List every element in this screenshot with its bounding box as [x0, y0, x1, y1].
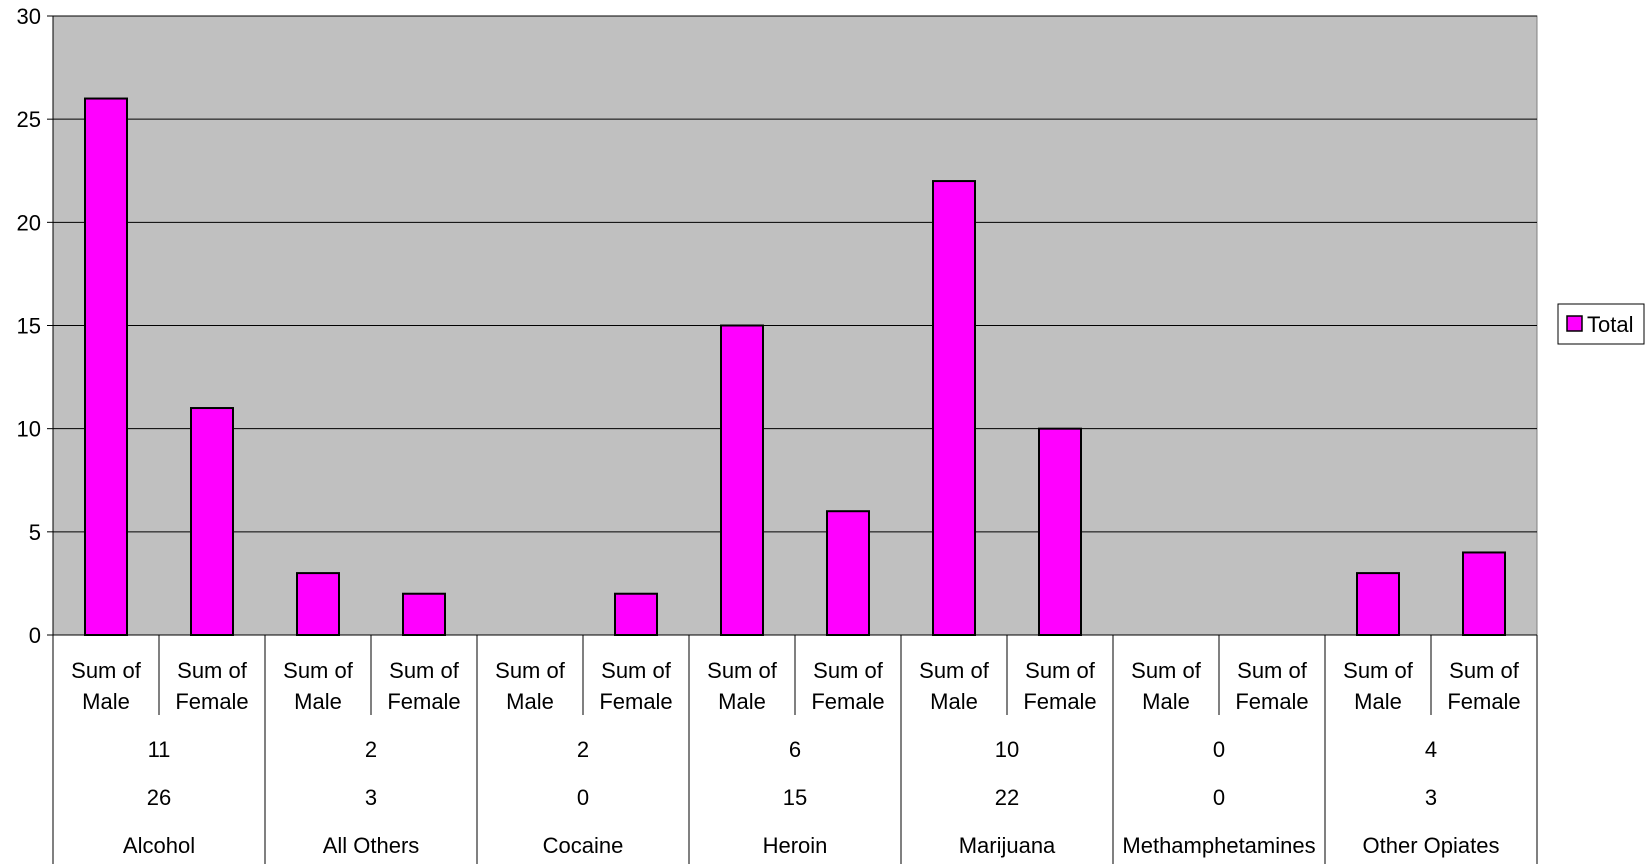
y-tick-label: 5	[29, 520, 41, 545]
subcategory-label-line1: Sum of	[1449, 658, 1520, 683]
bar	[1462, 551, 1506, 637]
y-tick-label: 10	[17, 417, 41, 442]
group-row1-label: 2	[365, 737, 377, 762]
y-tick-label: 20	[17, 210, 41, 235]
subcategory-label-line1: Sum of	[601, 658, 672, 683]
legend-swatch	[1566, 315, 1583, 332]
subcategory-label-line1: Sum of	[495, 658, 566, 683]
bar	[1356, 572, 1400, 636]
group-name-label: Cocaine	[543, 833, 624, 858]
subcategory-label-line2: Male	[1142, 689, 1190, 714]
bar	[826, 510, 870, 637]
subcategory-label-line1: Sum of	[919, 658, 990, 683]
subcategory-label-line2: Male	[1354, 689, 1402, 714]
group-name-label: Marijuana	[959, 833, 1056, 858]
legend-label: Total	[1587, 312, 1633, 337]
bar	[932, 180, 976, 636]
group-name-label: Heroin	[763, 833, 828, 858]
subcategory-label-line2: Female	[387, 689, 460, 714]
group-row1-label: 2	[577, 737, 589, 762]
group-row2-label: 0	[1213, 785, 1225, 810]
subcategory-label-line2: Male	[506, 689, 554, 714]
subcategory-label-line2: Female	[1447, 689, 1520, 714]
bar	[190, 407, 234, 636]
y-tick-label: 25	[17, 107, 41, 132]
group-row2-label: 0	[577, 785, 589, 810]
group-name-label: Alcohol	[123, 833, 195, 858]
subcategory-label-line1: Sum of	[1025, 658, 1096, 683]
subcategory-label-line2: Male	[82, 689, 130, 714]
bar	[296, 572, 340, 636]
group-name-label: All Others	[323, 833, 420, 858]
subcategory-label-line2: Female	[599, 689, 672, 714]
subcategory-label-line2: Male	[718, 689, 766, 714]
group-row2-label: 3	[1425, 785, 1437, 810]
subcategory-label-line2: Male	[294, 689, 342, 714]
subcategory-label-line1: Sum of	[177, 658, 248, 683]
group-row2-label: 15	[783, 785, 807, 810]
subcategory-label-line2: Female	[811, 689, 884, 714]
subcategory-label-line2: Male	[930, 689, 978, 714]
y-tick-label: 0	[29, 623, 41, 648]
subcategory-label-line1: Sum of	[389, 658, 460, 683]
group-row1-label: 10	[995, 737, 1019, 762]
group-row1-label: 0	[1213, 737, 1225, 762]
group-row2-label: 3	[365, 785, 377, 810]
group-row2-label: 22	[995, 785, 1019, 810]
subcategory-label-line1: Sum of	[1343, 658, 1414, 683]
subcategory-label-line2: Female	[1235, 689, 1308, 714]
bar	[84, 97, 128, 637]
group-name-label: Methamphetamines	[1122, 833, 1315, 858]
group-name-label: Other Opiates	[1363, 833, 1500, 858]
group-row1-label: 4	[1425, 737, 1437, 762]
subcategory-label-line2: Female	[175, 689, 248, 714]
bar	[1038, 427, 1082, 636]
bar	[402, 592, 446, 637]
y-tick-label: 30	[17, 4, 41, 29]
subcategory-label-line2: Female	[1023, 689, 1096, 714]
bar	[614, 592, 658, 637]
subcategory-label-line1: Sum of	[1131, 658, 1202, 683]
subcategory-label-line1: Sum of	[813, 658, 884, 683]
bar	[720, 324, 764, 636]
group-row1-label: 6	[789, 737, 801, 762]
group-row1-label: 11	[148, 737, 171, 762]
group-row2-label: 26	[147, 785, 171, 810]
subcategory-label-line1: Sum of	[71, 658, 142, 683]
y-tick-label: 15	[17, 314, 41, 339]
subcategory-label-line1: Sum of	[283, 658, 354, 683]
subcategory-label-line1: Sum of	[707, 658, 778, 683]
subcategory-label-line1: Sum of	[1237, 658, 1308, 683]
